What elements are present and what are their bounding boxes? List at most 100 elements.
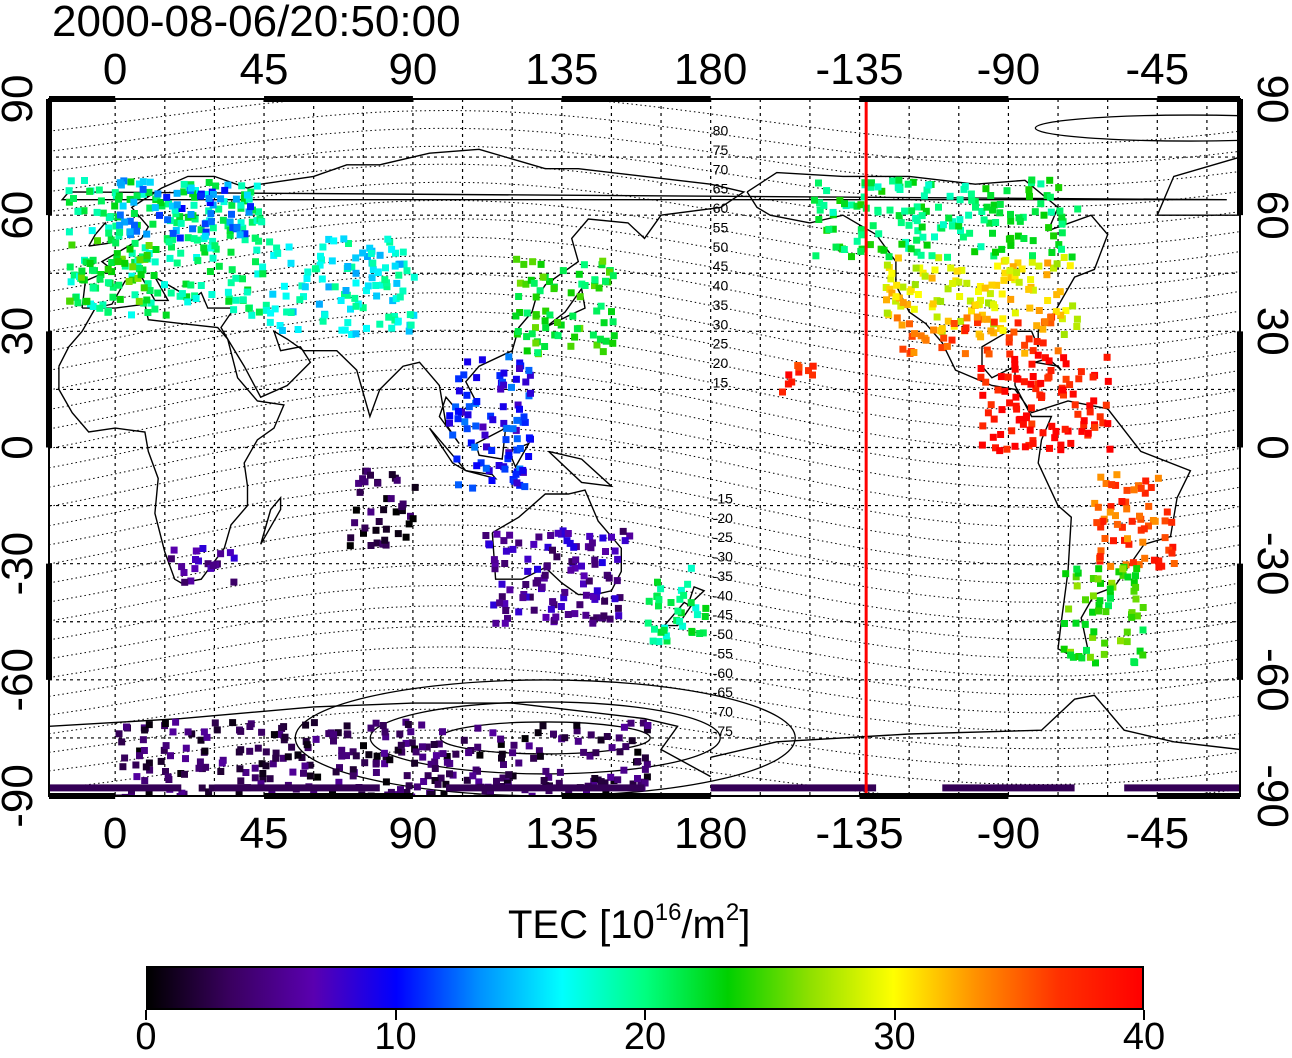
tec-cell [477,459,485,467]
tec-cell [554,529,562,537]
tec-cell [519,594,527,602]
tec-cell [137,271,145,279]
tec-cell [512,470,520,478]
tec-cell [899,345,907,353]
tec-cell [948,222,956,230]
tec-cell [889,177,897,185]
tec-cell [504,614,511,622]
tec-cell [1039,429,1047,437]
tec-cell [328,257,336,265]
tec-cell [644,722,652,729]
tec-cell [431,765,439,772]
tec-cell [1025,285,1033,293]
tec-cell [490,601,498,609]
tec-cell [1026,304,1034,312]
tec-cell [1090,628,1098,636]
tec-cell [1102,401,1110,409]
tec-cell [130,210,138,217]
contour-line [49,646,1240,714]
tec-cell [251,774,259,782]
tec-cell [883,261,891,269]
tec-cell [404,721,412,728]
top-axis-tick-label: 180 [674,45,747,94]
tec-cell [519,466,527,474]
colorbar-title-unit: /m [681,903,726,947]
tec-cell [940,334,948,342]
tec-cell [248,311,256,319]
tec-cell [496,599,504,607]
tec-cell [893,281,901,289]
axis-tick-labels: 0 45 90 135 180 -135 -90 -45 0 45 90 135 180 -135 -90 -… [0,45,1292,858]
tec-cell [217,768,225,775]
tec-cell [455,387,463,395]
contour-line [49,109,1240,166]
tec-cell [197,736,205,744]
tec-cell [628,737,636,745]
tec-cell [1102,608,1110,616]
tec-cell [532,311,540,319]
tec-cell [1005,334,1013,342]
tec-cell [629,780,637,788]
tec-cell [379,281,386,289]
tec-cell [176,234,184,242]
tec-cell [829,208,837,216]
colorbar-title-suffix: ] [739,903,751,947]
tec-cell [990,252,998,260]
contour-label: 25 [713,336,729,352]
tec-cell [1044,297,1052,304]
tec-cell [998,406,1006,414]
tec-cell [367,250,375,257]
tec-cell [1117,637,1124,645]
tec-cell [509,772,517,780]
tec-cell [197,192,204,200]
tec-cell [888,269,896,277]
tec-cell [687,599,695,607]
tec-cell [779,388,786,396]
tec-cell [985,350,993,358]
tec-cell [809,371,816,379]
tec-cell [74,207,82,215]
tec-cell [301,762,309,770]
tec-cell [498,754,505,762]
tec-cell [143,296,151,304]
tec-cell [998,290,1006,298]
tec-cell [1007,274,1015,281]
tec-cell [156,211,163,219]
tec-cell [1027,380,1035,388]
tec-cell [499,774,507,782]
tec-cell [442,780,450,788]
tec-cell [1057,311,1065,319]
tec-cell [667,599,675,606]
tec-cell [616,594,624,602]
tec-cell [196,758,204,766]
tec-cell [78,267,86,275]
tec-cell [206,268,214,275]
tec-cell [317,252,324,260]
tec-cell [972,203,979,211]
tec-cell [868,179,875,187]
tec-cell [832,243,840,251]
tec-cell [990,201,998,209]
tec-cell [413,783,421,791]
tec-cell [993,281,1001,289]
tec-cell [1039,339,1047,347]
tec-cell [376,251,384,259]
tec-cell [109,293,117,301]
tec-cell [933,313,941,321]
colorbar-tick [1143,1010,1145,1020]
tec-cell [372,526,380,534]
tec-cell [338,752,346,760]
tec-cell [937,297,945,305]
coastline-path [686,585,706,607]
tec-cell [983,203,991,211]
tec-cell [192,295,200,302]
tec-cell [1118,498,1126,505]
tec-cell [907,245,915,253]
tec-cell [693,611,701,619]
tec-cell [1037,379,1045,387]
tec-cell [1054,347,1062,355]
tec-cell [1014,375,1022,383]
tec-cell [135,180,143,188]
tec-cell [1136,512,1143,520]
tec-cell [392,295,400,303]
